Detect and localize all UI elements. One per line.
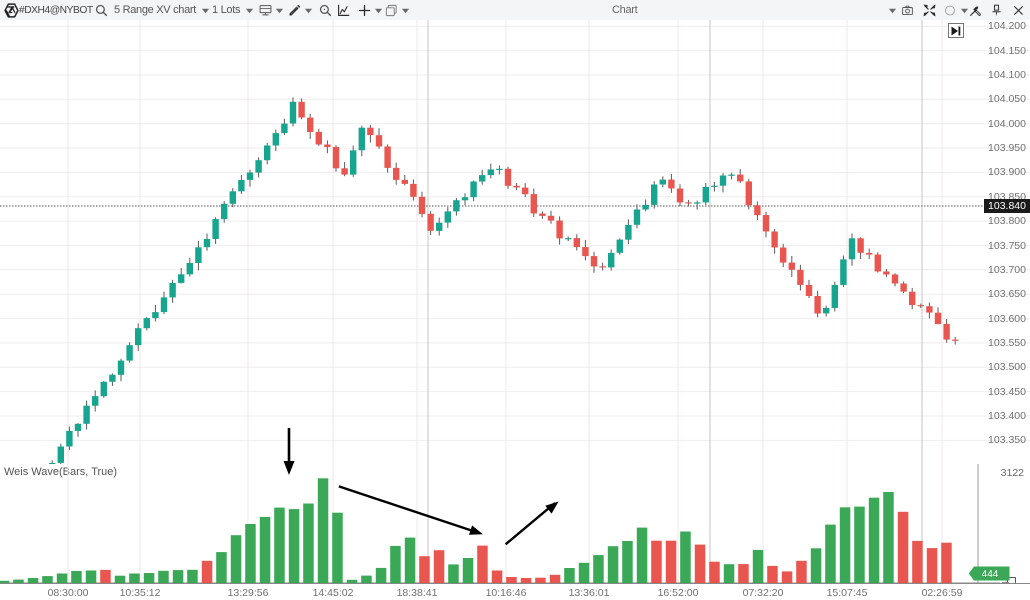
- svg-text:444: 444: [982, 569, 999, 580]
